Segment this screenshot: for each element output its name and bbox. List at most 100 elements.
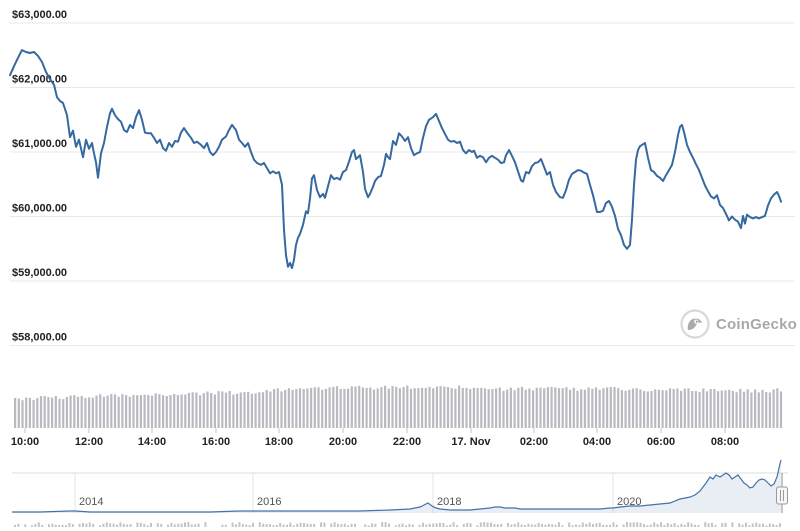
volume-bar — [461, 387, 464, 428]
volume-bar — [202, 393, 205, 428]
volume-bar — [287, 388, 290, 428]
navigator-mini-volume-bar — [51, 523, 54, 527]
y-axis-label: $60,000.00 — [12, 203, 67, 215]
volume-bar — [58, 398, 61, 428]
navigator-mini-volume-bar — [456, 525, 458, 527]
price-line[interactable] — [9, 49, 782, 270]
volume-bar — [150, 395, 154, 428]
volume-bar — [354, 386, 357, 428]
x-axis-label: 16:00 — [202, 436, 230, 448]
navigator-mini-volume-bar — [418, 524, 421, 527]
volume-bar — [206, 391, 209, 428]
navigator-drag-handle-icon[interactable] — [776, 473, 788, 513]
volume-bar — [376, 388, 379, 428]
navigator-mini-volume-bar — [88, 522, 91, 527]
volume-bar — [54, 396, 57, 428]
navigator-mini-volume-bar — [626, 522, 628, 527]
volume-bar — [284, 389, 287, 428]
navigator-mini-volume-bar — [309, 524, 312, 527]
navigator-mini-volume-bar — [534, 524, 537, 527]
navigator-mini-volume-bar — [762, 523, 764, 527]
navigator-mini-volume-bar — [510, 524, 513, 527]
gecko-logo-icon — [680, 309, 710, 339]
navigator-mini-volume-bar — [558, 522, 560, 527]
volume-bar — [617, 388, 620, 428]
y-gridlines — [10, 22, 795, 346]
volume-bar — [524, 389, 527, 428]
navigator-year-label: 2020 — [617, 496, 641, 508]
volume-bar — [91, 397, 94, 428]
navigator-mini-volume-bar — [422, 522, 424, 527]
volume-bar — [580, 389, 583, 428]
volume-bar — [643, 391, 646, 428]
navigator-mini-chart[interactable]: 2014 2016 2018 2020 — [12, 459, 788, 527]
volume-bar — [147, 395, 150, 428]
volume-bar — [213, 394, 216, 428]
volume-bar — [772, 389, 775, 428]
volume-bar — [491, 389, 494, 428]
navigator-mini-volume-bar — [320, 522, 322, 527]
navigator-mini-volume-bar — [347, 525, 350, 527]
volume-bar — [173, 394, 176, 428]
navigator-mini-volume-bar — [177, 523, 180, 527]
volume-bar — [506, 389, 509, 428]
volume-bar — [335, 386, 339, 428]
volume-bars[interactable] — [14, 385, 783, 428]
volume-bar — [550, 387, 553, 428]
navigator-mini-volume-bar — [306, 523, 309, 527]
volume-bar — [125, 395, 128, 428]
volume-bar — [435, 386, 438, 428]
navigator-mini-volume-bar — [241, 524, 244, 527]
navigator-mini-volume-bar — [636, 522, 639, 527]
navigator-mini-volume-bar — [160, 523, 163, 527]
volume-bar — [117, 396, 120, 428]
price-line-series[interactable] — [9, 49, 782, 270]
navigator-mini-volume-bar — [190, 524, 193, 527]
volume-bar — [624, 390, 627, 428]
volume-bar — [239, 392, 242, 428]
navigator-mini-volume-bar — [612, 522, 615, 527]
volume-bar — [717, 391, 720, 428]
volume-bar — [609, 387, 612, 428]
volume-bar — [84, 398, 87, 428]
navigator-mini-volume-bar — [524, 525, 526, 527]
navigator-mini-volume-bar — [646, 525, 649, 527]
navigator-mini-volume-bar — [167, 524, 169, 527]
navigator-mini-volume-bar — [184, 522, 186, 527]
volume-bar — [110, 394, 113, 428]
volume-bar — [250, 393, 253, 428]
volume-bar — [713, 388, 716, 428]
volume-bar — [258, 392, 261, 428]
navigator-mini-volume-bar — [513, 523, 516, 527]
navigator-mini-volume-bar — [551, 524, 554, 527]
volume-bar — [646, 391, 649, 428]
navigator-mini-volume-bar — [187, 522, 190, 527]
navigator-mini-volume-bar — [656, 523, 659, 527]
volume-bar — [295, 389, 298, 428]
navigator-mini-volume-bar — [605, 524, 608, 527]
volume-bar — [417, 388, 420, 428]
volume-bar — [691, 391, 694, 428]
navigator-mini-volume-bar — [768, 523, 771, 527]
navigator-year-label: 2016 — [257, 496, 281, 508]
navigator-mini-volume-bar — [745, 522, 747, 527]
navigator-mini-volume-bar — [442, 523, 445, 527]
navigator-mini-volume-bar — [245, 524, 248, 527]
navigator-mini-volume-bar — [364, 524, 367, 527]
navigator-mini-volume-bar — [411, 524, 414, 527]
volume-bar — [454, 388, 457, 428]
navigator-mini-volume-bar — [173, 524, 176, 527]
navigator-mini-volume-bar — [765, 525, 768, 527]
volume-bar — [739, 388, 742, 428]
navigator-mini-volume-bar — [343, 523, 346, 527]
navigator-handle-grip[interactable] — [776, 486, 788, 505]
volume-bar — [487, 389, 490, 428]
volume-bar — [21, 400, 24, 428]
navigator-mini-volume-bar — [643, 524, 645, 527]
navigator-mini-volume-bar — [462, 524, 465, 527]
navigator-mini-volume-bar — [58, 525, 61, 527]
volume-bar — [654, 389, 657, 428]
volume-bar — [361, 387, 364, 428]
navigator-mini-volume-bar — [721, 522, 724, 527]
navigator-mini-volume-bar — [748, 525, 751, 527]
